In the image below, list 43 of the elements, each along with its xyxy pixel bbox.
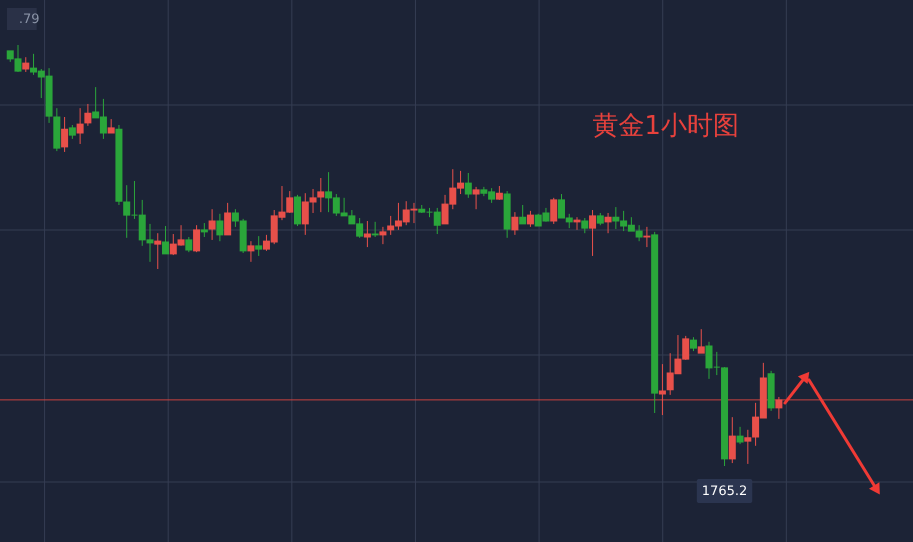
candlestick xyxy=(255,236,262,256)
candlestick xyxy=(154,232,162,270)
candlestick xyxy=(526,210,534,228)
candlestick xyxy=(162,226,170,254)
candlestick xyxy=(472,186,480,210)
candlestick xyxy=(84,103,92,126)
candlestick xyxy=(728,416,736,464)
candlestick xyxy=(216,213,224,242)
candlestick xyxy=(193,224,200,253)
candlestick xyxy=(200,222,208,238)
candlestick xyxy=(68,124,76,140)
annotation: 1765.2 xyxy=(702,484,748,499)
candlestick xyxy=(108,118,115,134)
candlestick xyxy=(519,204,526,224)
annotation: 黄金1小时图 xyxy=(592,111,739,141)
candlestick xyxy=(247,240,254,262)
candlestick xyxy=(372,221,379,238)
candlestick xyxy=(364,220,371,248)
candlestick xyxy=(574,216,581,230)
candlestick xyxy=(22,56,30,72)
candlestick xyxy=(496,186,503,200)
candlestick xyxy=(208,208,216,240)
candlestick xyxy=(658,364,666,416)
candlestick xyxy=(775,396,782,420)
candlestick xyxy=(744,429,752,464)
candlestick xyxy=(596,212,604,226)
candlestick xyxy=(511,212,518,236)
candlestick xyxy=(589,210,596,256)
candlestick xyxy=(379,226,386,245)
candlestick xyxy=(76,108,84,144)
candlestick xyxy=(550,197,558,224)
candlestick xyxy=(736,426,744,445)
candlestick xyxy=(317,178,324,213)
text: .79 xyxy=(18,12,40,27)
candlestick xyxy=(224,202,232,236)
candlestick xyxy=(185,236,192,253)
candlestick xyxy=(581,218,588,234)
candlestick xyxy=(604,212,612,234)
candlestick xyxy=(690,336,697,352)
candlestick xyxy=(61,116,68,152)
candlestick xyxy=(643,226,650,248)
candlestick xyxy=(698,328,705,354)
candlestick xyxy=(464,172,472,198)
